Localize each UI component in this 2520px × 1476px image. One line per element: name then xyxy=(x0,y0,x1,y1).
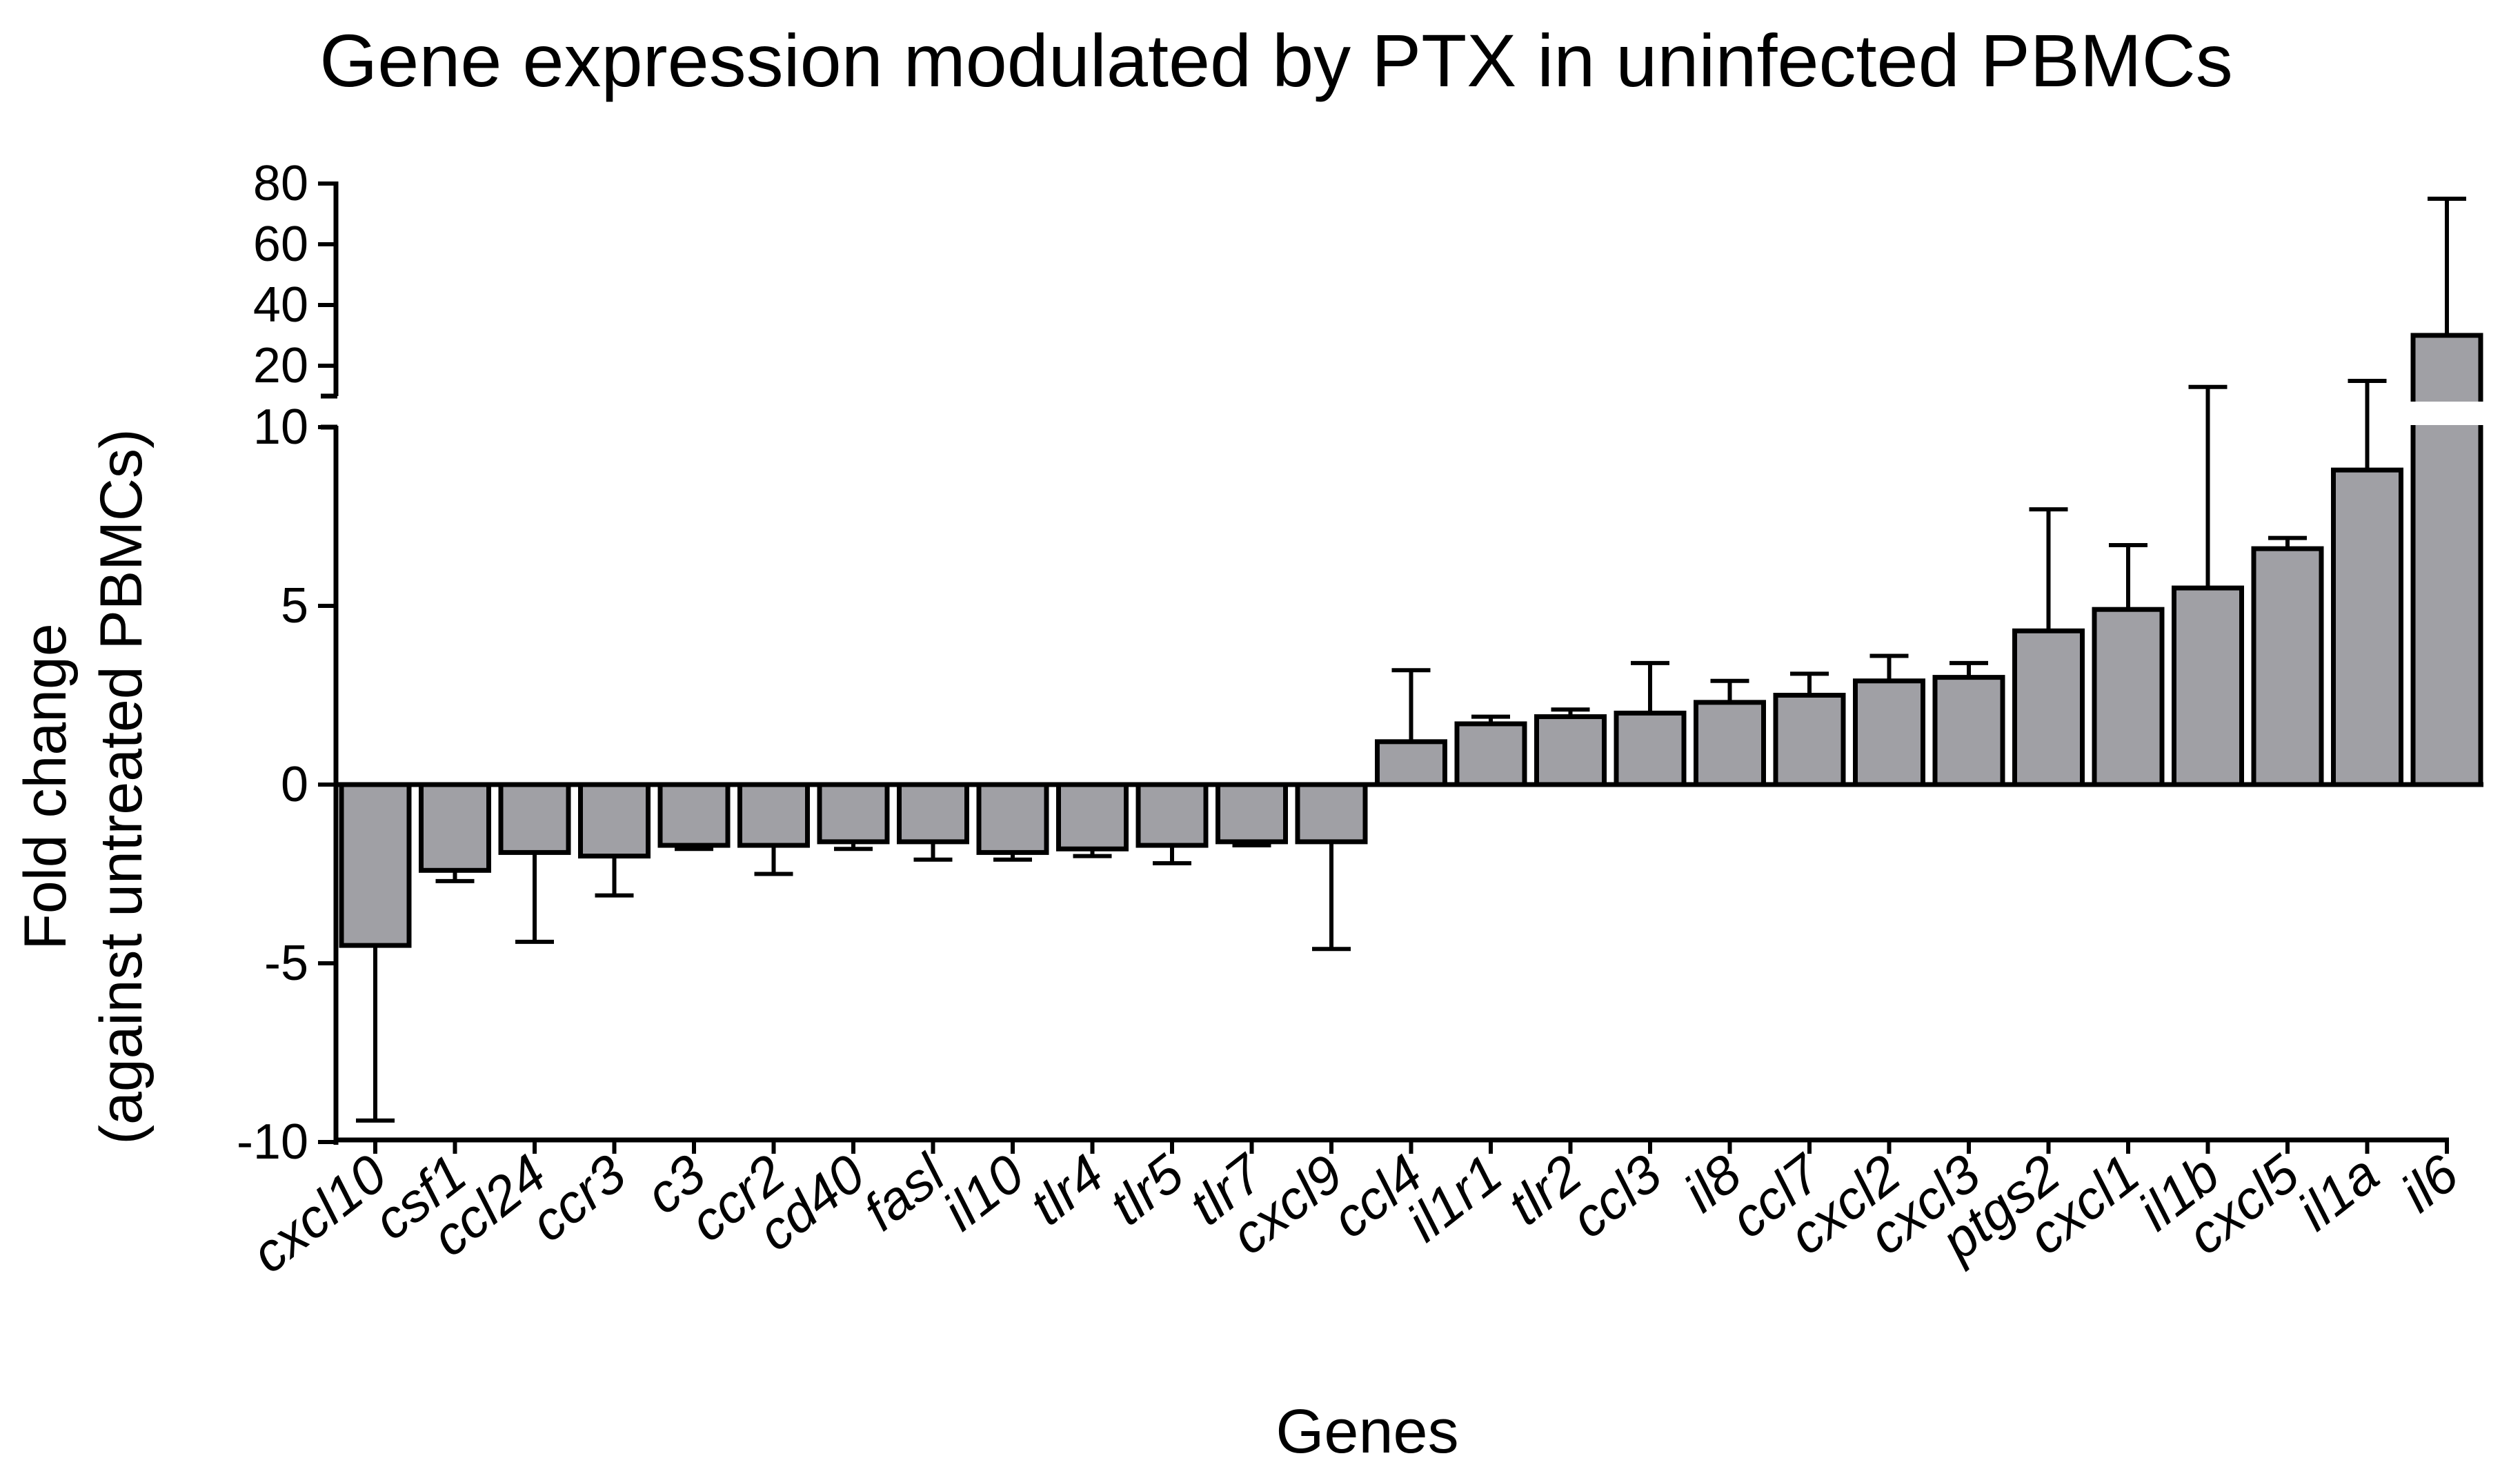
bar-ccr3 xyxy=(578,782,651,859)
bar-cxcl3 xyxy=(1932,675,2005,787)
y-tick-label--10: -10 xyxy=(237,1114,308,1170)
bar-cxcl2 xyxy=(1853,678,1925,787)
x-axis-label: Genes xyxy=(1276,1397,1458,1466)
bar-ccl4 xyxy=(1375,739,1447,787)
bar-csf1 xyxy=(419,782,491,873)
y-axis-label-line2: (against untreated PBMCs) xyxy=(88,429,155,1144)
y-axis-label-line1: Fold change xyxy=(12,623,79,949)
x-tick-label-il1r1: il1r1 xyxy=(1396,1143,1513,1253)
bar-tlr2 xyxy=(1534,714,1607,787)
bar-cxcl9 xyxy=(1295,782,1368,845)
bar-il1r1 xyxy=(1454,721,1527,787)
bar-cxcl1 xyxy=(2092,607,2165,787)
y-tick-label-0: 0 xyxy=(281,757,308,812)
x-tick-label-il6: il6 xyxy=(2390,1143,2470,1224)
x-tick-labels-layer: cxcl10csf1ccl24ccr3c3ccr2cd40faslil10tlr… xyxy=(240,1141,2470,1284)
y-tick-label-10: 10 xyxy=(253,400,308,455)
axis-break-gap-bar xyxy=(2410,402,2483,425)
bar-ccr2 xyxy=(737,782,810,848)
bar-tlr4 xyxy=(1056,782,1129,852)
y-tick-label-20: 20 xyxy=(253,338,308,393)
bar-tlr7 xyxy=(1216,782,1288,845)
bar-cxcl10 xyxy=(339,782,412,948)
y-tick-label-60: 60 xyxy=(253,217,308,272)
bar-il10 xyxy=(976,782,1049,855)
bar-tlr5 xyxy=(1135,782,1209,848)
y-tick-label-5: 5 xyxy=(281,578,308,633)
x-tick-label-il10: il10 xyxy=(932,1143,1035,1242)
bar-il1b xyxy=(2172,585,2244,787)
bar-il8 xyxy=(1694,700,1766,787)
bars-layer xyxy=(339,333,2483,948)
bar-il1a xyxy=(2331,467,2403,787)
x-tick-label-ccr3: ccr3 xyxy=(519,1143,637,1253)
bar-fasl xyxy=(897,782,969,845)
error-bars-layer xyxy=(356,197,2466,1123)
y-tick-label-40: 40 xyxy=(253,277,308,333)
y-tick-label--5: -5 xyxy=(264,936,308,991)
bar-ccl3 xyxy=(1614,710,1687,787)
bar-cd40 xyxy=(817,782,890,845)
x-tick-label-ccl3: ccl3 xyxy=(1560,1143,1672,1250)
y-axis-label: Fold change (against untreated PBMCs) xyxy=(12,429,155,1144)
bar-ccl7 xyxy=(1773,693,1846,787)
bar-ccl24 xyxy=(498,782,571,855)
chart-title: Gene expression modulated by PTX in unin… xyxy=(319,19,2232,102)
bar-c3 xyxy=(657,782,731,848)
bar-cxcl5 xyxy=(2251,546,2324,787)
y-tick-label-80: 80 xyxy=(253,156,308,211)
bar-ptgs2 xyxy=(2012,628,2085,787)
x-tick-label-il1a: il1a xyxy=(2286,1143,2390,1242)
